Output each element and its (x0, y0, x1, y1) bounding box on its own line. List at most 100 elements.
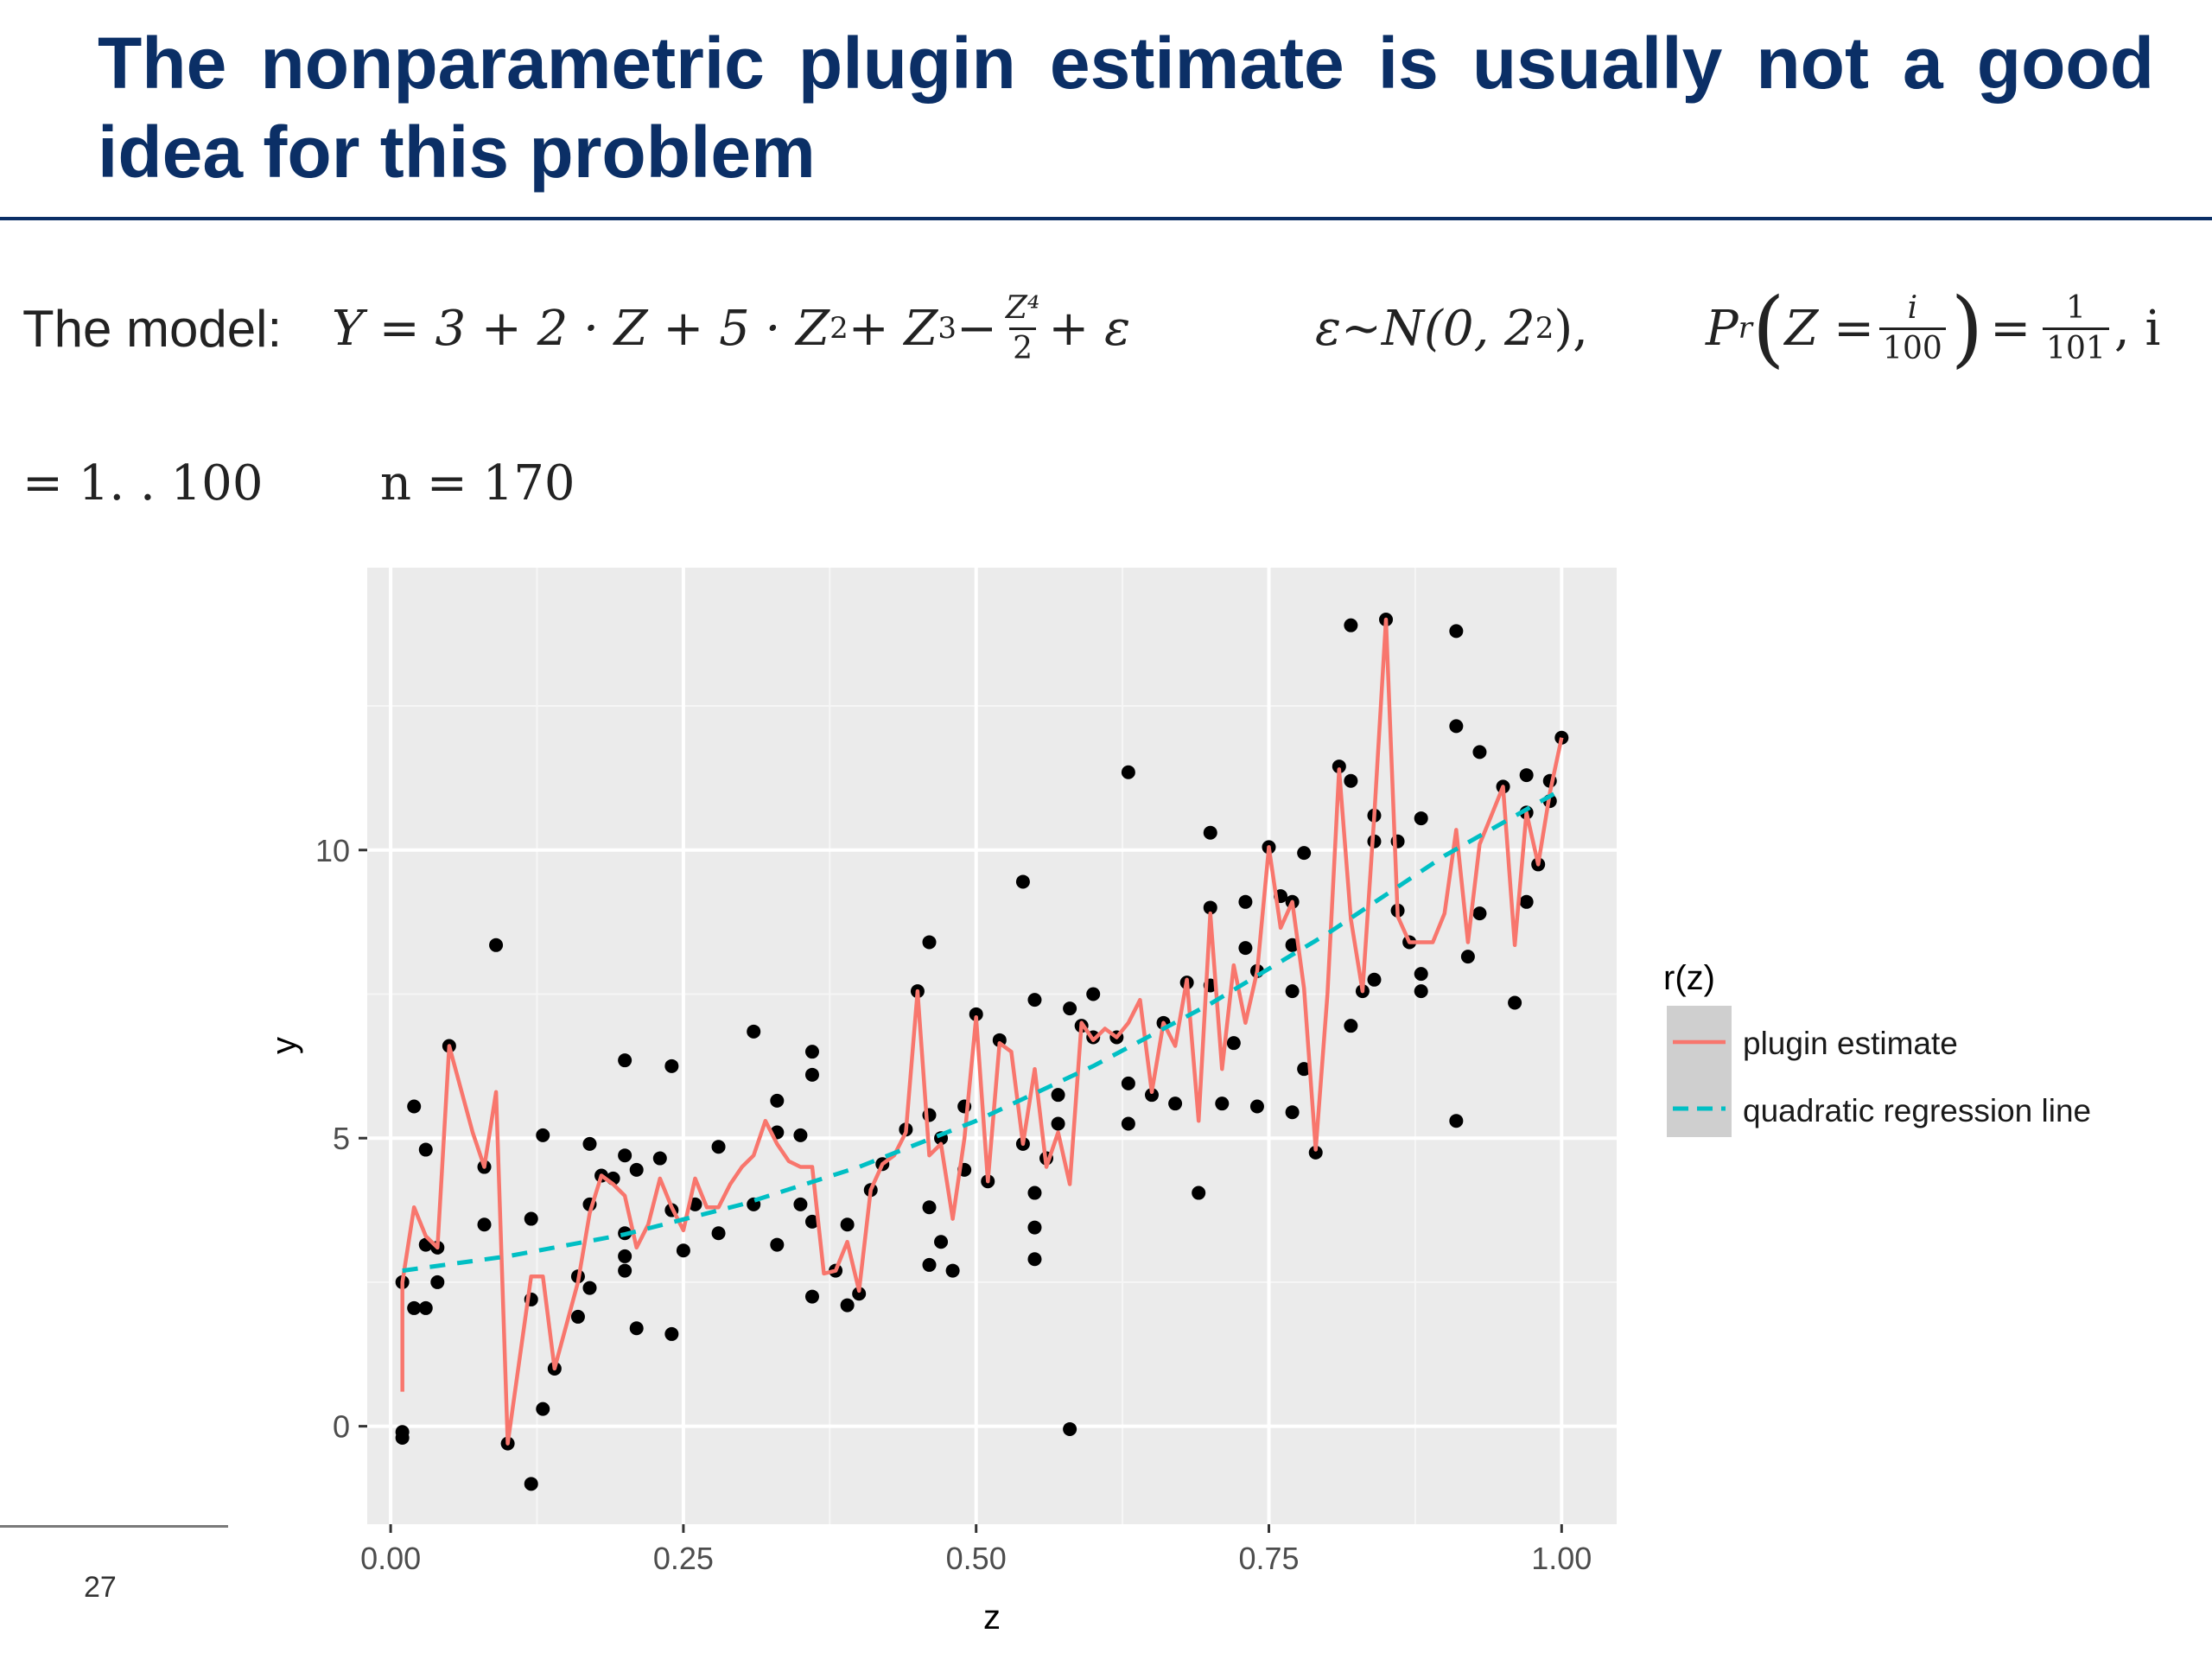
data-point (395, 1430, 410, 1445)
fraction-i-over-100: i 100 (1879, 289, 1946, 368)
data-point (840, 1298, 855, 1313)
eq-plus-z: + Z (848, 300, 938, 357)
x-tick-label: 0.25 (653, 1541, 714, 1576)
data-point (524, 1477, 538, 1491)
data-point (1414, 967, 1428, 982)
data-point (1144, 1088, 1159, 1103)
x-tick-label: 0.00 (360, 1541, 421, 1576)
footer-rule (0, 1525, 228, 1528)
data-point (1203, 825, 1217, 840)
data-point (1308, 1145, 1323, 1160)
axis-ticks: 0.00 0.25 0.50 0.75 1.00 0 5 10 (315, 833, 1592, 1576)
y-tick-label: 5 (333, 1121, 350, 1156)
data-point (945, 1263, 960, 1278)
data-point (770, 1237, 785, 1252)
data-point (1414, 984, 1428, 999)
legend-label-quadratic: quadratic regression line (1743, 1093, 2091, 1128)
data-point (1460, 950, 1475, 964)
data-point (629, 1321, 644, 1336)
data-point (852, 1287, 867, 1301)
frac3-num: 1 (2066, 289, 2086, 326)
grid-lines (367, 568, 1617, 1524)
slide-title: The nonparametric plugin estimate is usu… (98, 22, 2154, 193)
prob-sub: r (1738, 311, 1752, 346)
data-point (1332, 760, 1346, 774)
y-axis-label: y (265, 1037, 303, 1054)
data-point (1015, 874, 1030, 889)
data-point (922, 1257, 937, 1272)
eq-exp2: 2 (830, 311, 849, 346)
data-point (1297, 1062, 1312, 1077)
fraction-1-over-101: 1 101 (2043, 289, 2109, 368)
legend-label-plugin: plugin estimate (1743, 1026, 1958, 1061)
data-point (969, 1007, 983, 1021)
x-axis-label: z (983, 1599, 1001, 1637)
data-point (1238, 894, 1253, 909)
eq-left: Y = 3 + 2 · Z + 5 · Z (332, 300, 830, 357)
data-point (430, 1274, 445, 1289)
eq-exp3: 3 (938, 311, 957, 346)
data-point (618, 1249, 632, 1263)
data-point (922, 935, 937, 950)
data-point (1449, 719, 1464, 734)
data-point (570, 1309, 585, 1324)
data-point (747, 1024, 761, 1039)
frac2-den: 100 (1879, 327, 1946, 368)
right-paren: ) (1950, 280, 1984, 377)
data-point (664, 1326, 679, 1341)
data-point (676, 1243, 690, 1258)
data-point (804, 1289, 819, 1304)
data-point (1027, 1185, 1042, 1200)
data-point (1519, 894, 1534, 909)
data-point (629, 1162, 644, 1177)
data-point (1063, 1421, 1077, 1436)
eq-fraction-z4-over-2: Z⁴ 2 (1002, 289, 1043, 368)
data-point (1121, 765, 1135, 779)
prob-tail: , i (2113, 300, 2161, 357)
y-tick-label: 10 (315, 833, 350, 868)
data-point (582, 1136, 597, 1151)
title-underline (0, 217, 2212, 220)
data-point (804, 1067, 819, 1082)
data-point (1192, 1185, 1206, 1200)
data-point (793, 1197, 808, 1211)
eq-plus-eps: + ε (1048, 300, 1131, 357)
legend-title: r(z) (1663, 959, 1715, 997)
x-tick-label: 0.50 (946, 1541, 1007, 1576)
data-point (618, 1053, 632, 1068)
legend-key-background (1667, 1006, 1732, 1137)
data-point (477, 1217, 492, 1232)
data-point (524, 1211, 538, 1226)
data-point (804, 1214, 819, 1229)
data-point (618, 1263, 632, 1278)
data-point (1508, 995, 1522, 1010)
prob-equals: = (1990, 300, 2031, 357)
data-point (711, 1226, 726, 1241)
data-point (1051, 1088, 1065, 1103)
data-point (618, 1148, 632, 1163)
data-point (840, 1217, 855, 1232)
prob-p: P (1706, 300, 1738, 357)
data-point (793, 1128, 808, 1142)
noise-text: ε~N(0, 2 (1315, 300, 1535, 357)
data-point (922, 1200, 937, 1215)
data-point (1027, 1220, 1042, 1235)
data-point (407, 1099, 422, 1114)
frac2-num: i (1907, 289, 1918, 326)
index-range: = 1. . 100 (22, 455, 264, 512)
data-point (652, 1151, 667, 1166)
data-point (1344, 1019, 1358, 1033)
data-point (418, 1142, 433, 1157)
legend: r(z) plugin estimate quadratic regressio… (1663, 959, 2091, 1137)
data-point (1203, 900, 1217, 915)
data-point (664, 1058, 679, 1073)
data-point (1414, 811, 1428, 826)
data-point (1367, 972, 1382, 987)
quadratic-regression-line (402, 787, 1563, 1274)
frac1-den: 2 (1009, 327, 1037, 368)
data-point (1344, 773, 1358, 788)
data-point (489, 938, 504, 952)
noise-distribution: ε~N(0, 2 2), (1315, 276, 1588, 380)
